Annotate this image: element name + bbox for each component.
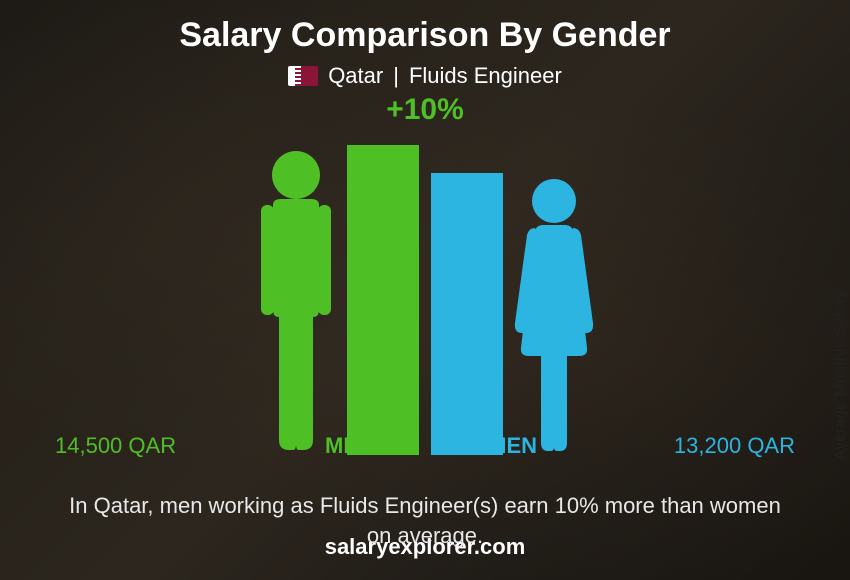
men-label: MEN: [325, 433, 374, 459]
separator: |: [393, 63, 399, 89]
man-icon: [251, 145, 341, 455]
trend-label: +10%: [386, 93, 464, 127]
page-title: Salary Comparison By Gender: [179, 16, 670, 55]
subtitle-row: Qatar | Fluids Engineer: [288, 63, 562, 89]
women-group: [431, 173, 599, 455]
country-label: Qatar: [328, 63, 383, 89]
women-bar: [431, 173, 503, 455]
y-axis-label: Average Monthly Salary: [832, 290, 849, 460]
summary-text: In Qatar, men working as Fluids Engineer…: [55, 491, 795, 550]
chart: +10% 14,500 QAR MEN: [135, 95, 715, 455]
men-bar: [347, 145, 419, 455]
men-group: [251, 145, 419, 455]
job-label: Fluids Engineer: [409, 63, 562, 89]
women-label: WOMEN: [450, 433, 537, 459]
women-salary-value: 13,200 QAR: [674, 433, 795, 459]
men-salary-value: 14,500 QAR: [55, 433, 176, 459]
woman-icon: [509, 173, 599, 455]
flag-icon: [288, 66, 318, 86]
